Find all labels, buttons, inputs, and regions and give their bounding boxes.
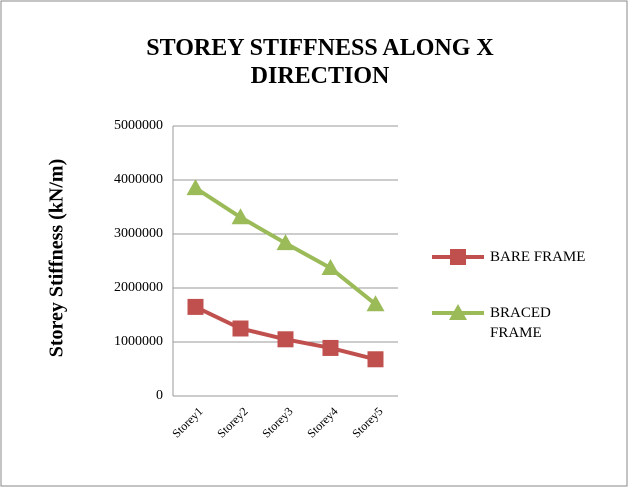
marker bbox=[367, 351, 384, 368]
y-tick-label: 4000000 bbox=[114, 172, 163, 187]
marker bbox=[449, 304, 467, 320]
marker bbox=[366, 295, 385, 312]
marker bbox=[186, 179, 205, 196]
marker bbox=[231, 208, 250, 225]
marker bbox=[450, 249, 466, 265]
marker bbox=[276, 234, 295, 251]
legend-label: BRACED FRAME bbox=[490, 305, 551, 341]
y-tick-label: 3000000 bbox=[114, 226, 163, 241]
marker bbox=[321, 259, 340, 276]
marker bbox=[322, 339, 339, 356]
y-tick-label: 1000000 bbox=[114, 334, 163, 349]
y-axis-label: Storey Stiffness (kN/m) bbox=[46, 159, 68, 358]
y-tick-label: 2000000 bbox=[114, 280, 163, 295]
chart-title: STOREY STIFFNESS ALONG X DIRECTION bbox=[146, 35, 494, 89]
marker bbox=[232, 320, 249, 337]
y-tick-label: 0 bbox=[156, 388, 163, 403]
y-tick-label: 5000000 bbox=[114, 118, 163, 133]
marker bbox=[187, 298, 204, 315]
legend-label: BARE FRAME bbox=[490, 249, 586, 265]
marker bbox=[277, 331, 294, 348]
